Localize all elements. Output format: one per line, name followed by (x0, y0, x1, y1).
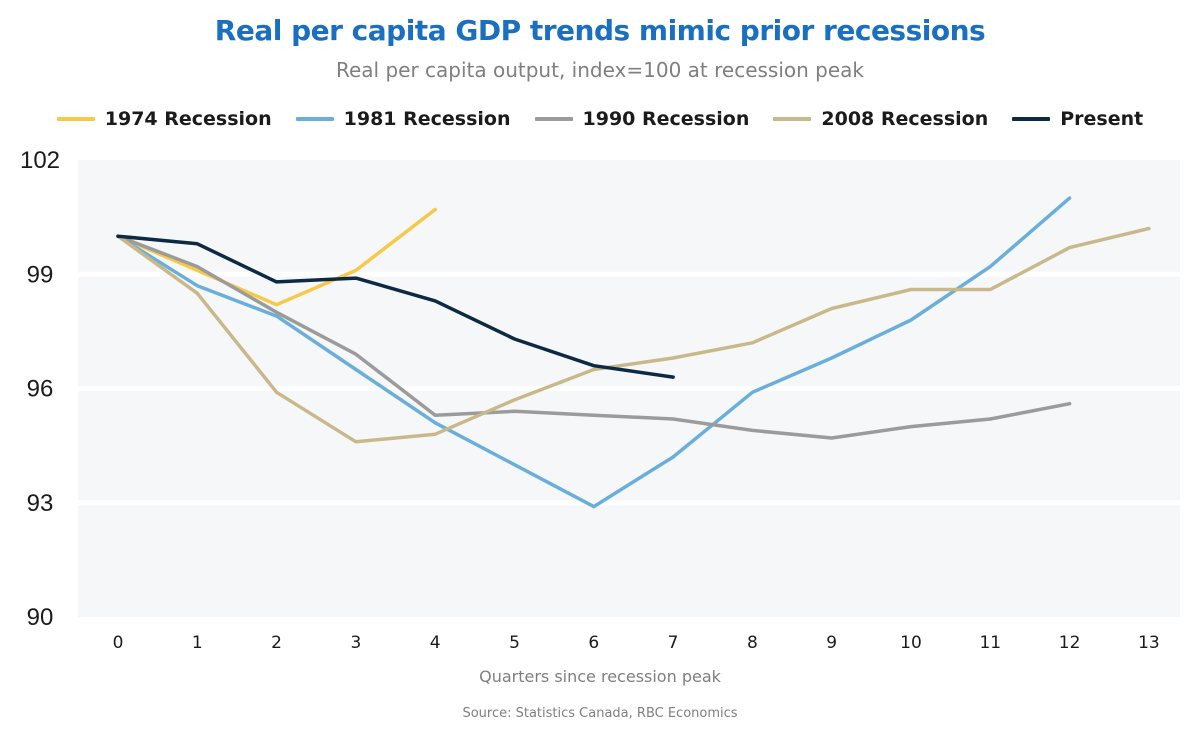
legend-item: 1974 Recession (56, 108, 272, 130)
series-line-1974-recession (116, 207, 437, 307)
legend-item: 1990 Recession (534, 108, 750, 130)
x-tick-label: 8 (747, 633, 758, 653)
legend-swatch (295, 117, 334, 121)
legend-label: 1981 Recession (343, 108, 511, 130)
x-tick-label: 5 (509, 633, 520, 653)
y-tick-label: 93 (27, 490, 54, 517)
legend-item: 2008 Recession (773, 108, 988, 130)
chart-title: Real per capita GDP trends mimic prior r… (214, 14, 986, 47)
legend-label: 1990 Recession (582, 108, 750, 130)
y-tick-label: 102 (20, 147, 60, 174)
series-line-2008-recession (116, 226, 1151, 444)
y-tick-label: 96 (27, 376, 54, 403)
x-tick-label: 3 (350, 633, 361, 653)
legend-label: 1974 Recession (104, 108, 272, 130)
x-tick-label: 12 (1059, 633, 1081, 653)
legend-item: Present (1012, 108, 1143, 130)
x-axis-label: Quarters since recession peak (479, 667, 722, 686)
y-tick-label: 90 (27, 604, 54, 631)
x-tick-label: 13 (1138, 633, 1160, 653)
y-tick-label: 99 (27, 261, 54, 288)
legend-label: Present (1060, 108, 1144, 130)
chart-subtitle: Real per capita output, index=100 at rec… (335, 58, 865, 82)
legend-item: 1981 Recession (295, 108, 511, 130)
legend-swatch (1012, 117, 1051, 121)
legend-swatch (773, 117, 812, 121)
series-line-1990-recession (116, 234, 1072, 440)
x-tick-label: 4 (430, 633, 441, 653)
x-tick-label: 9 (826, 633, 837, 653)
x-tick-label: 10 (900, 633, 922, 653)
x-tick-label: 11 (979, 633, 1001, 653)
x-tick-label: 1 (192, 633, 203, 653)
legend-label: 2008 Recession (821, 108, 989, 130)
x-tick-label: 0 (113, 633, 124, 653)
x-tick-label: 6 (588, 633, 599, 653)
series-line-present (116, 234, 675, 379)
legend-swatch (534, 117, 573, 121)
x-tick-label: 7 (668, 633, 679, 653)
chart-legend: 1974 Recession 1981 Recession 1990 Recessi… (0, 108, 1200, 130)
series-line-1981-recession (116, 196, 1072, 509)
legend-swatch (56, 117, 95, 121)
source-note: Source: Statistics Canada, RBC Economics (462, 706, 738, 721)
x-tick-label: 2 (271, 633, 282, 653)
